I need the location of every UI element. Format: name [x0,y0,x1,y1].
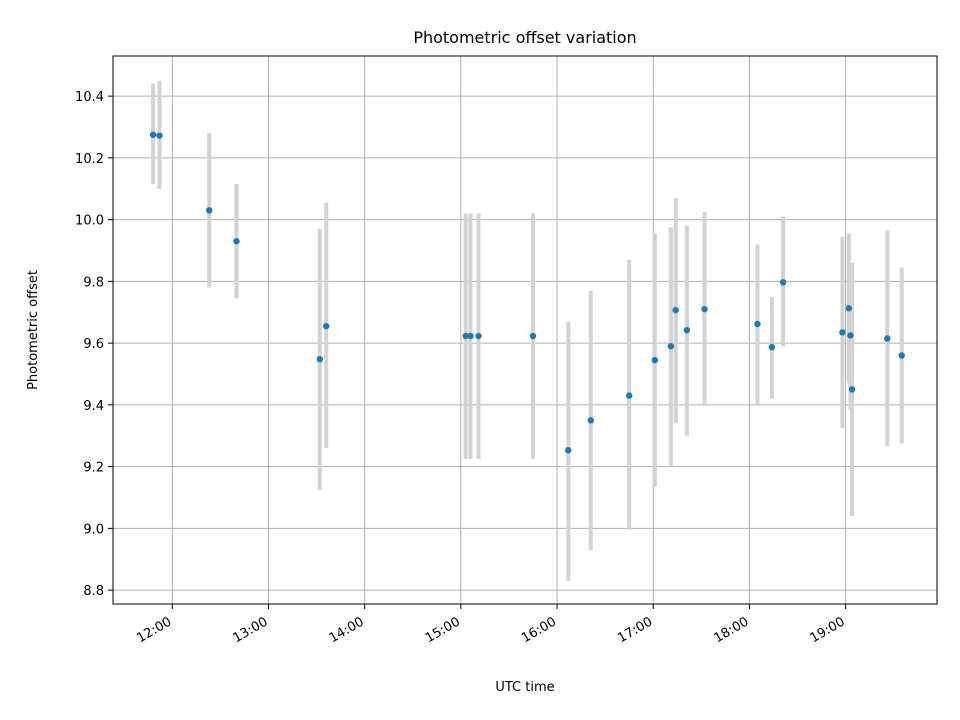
data-point [701,305,708,313]
y-tick-label: 9.4 [83,399,104,414]
x-axis-ticks: 12:00 13:00 14:00 15:00 16:00 17:00 18:00 19:00 [134,604,848,646]
x-tick-label: 17:00 [615,614,655,646]
x-tick-label: 14:00 [327,614,367,646]
data-point [667,343,675,350]
grid [113,56,937,604]
data-point [156,132,163,139]
y-tick-label: 9.2 [83,461,104,476]
y-tick-label: 9.0 [83,522,104,537]
y-axis-ticks: 8.8 9.0 9.2 9.4 9.6 9.8 10.0 10.2 10.4 [75,90,113,599]
plot-frame [112,55,938,605]
data-point [839,329,846,336]
data-point [467,332,474,340]
data-point [233,238,240,245]
y-tick-label: 10.2 [75,152,104,167]
data-point [149,131,157,138]
x-axis-label: UTC time [495,680,554,695]
data-points [149,131,905,454]
data-point [462,332,469,340]
chart-title: Photometric offset variation [413,28,636,47]
x-tick-label: 13:00 [231,614,271,646]
x-tick-label: 12:00 [134,614,174,646]
data-point [475,332,482,340]
data-point [845,305,853,312]
x-tick-label: 19:00 [808,614,848,646]
data-point [683,326,691,334]
y-tick-label: 10.0 [75,214,104,229]
y-tick-label: 9.8 [83,275,104,290]
x-tick-label: 16:00 [519,614,559,646]
y-tick-label: 10.4 [75,90,104,105]
data-point [884,335,891,342]
data-point [626,392,633,399]
y-tick-label: 8.8 [83,584,104,599]
data-point [316,355,324,363]
data-point [205,207,213,214]
data-point [848,386,856,393]
data-point [779,279,787,286]
data-point [672,306,679,314]
data-point [754,320,761,328]
data-point [529,332,537,340]
error-bars [151,80,904,581]
y-axis-label: Photometric offset [26,270,41,390]
data-point [565,447,572,454]
data-point [898,352,905,359]
data-point [847,332,854,339]
data-point [587,417,594,424]
x-tick-label: 18:00 [711,614,751,646]
data-point [651,356,659,364]
data-point [768,343,776,351]
y-tick-label: 9.6 [83,337,104,352]
x-tick-label: 15:00 [423,614,463,646]
data-point [323,322,330,330]
